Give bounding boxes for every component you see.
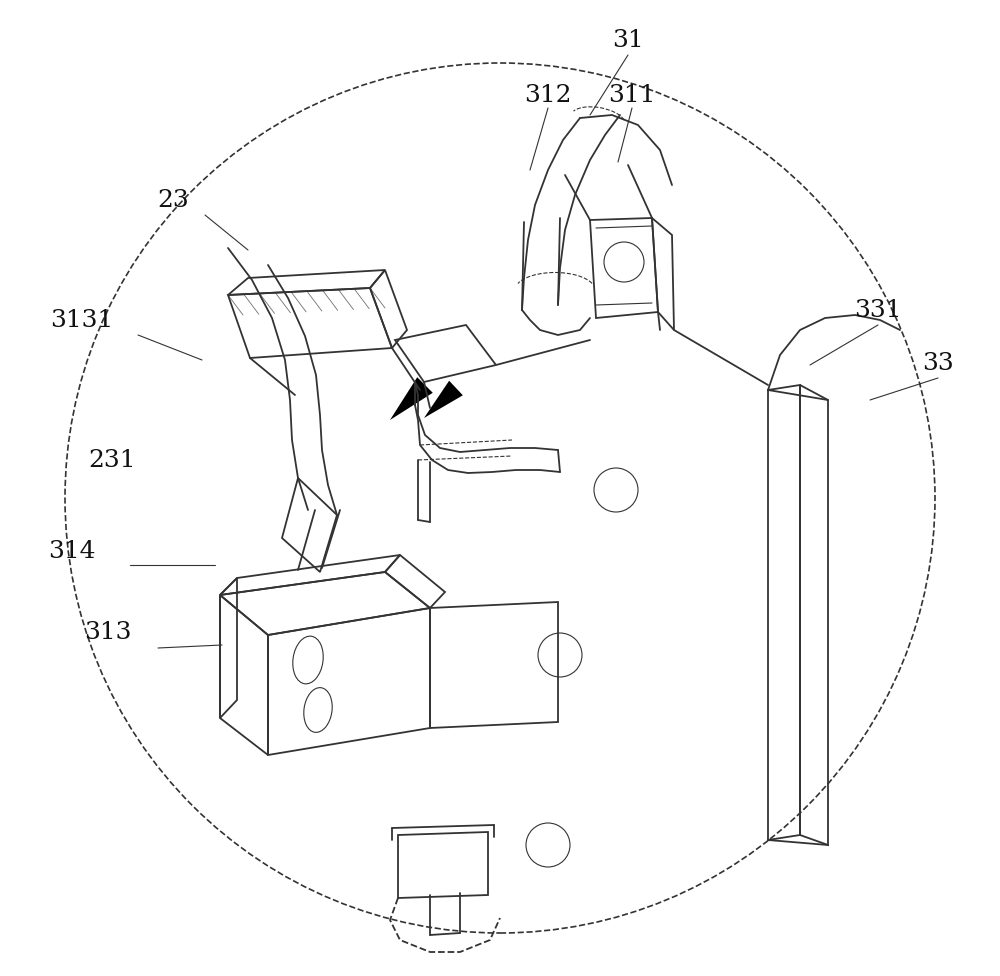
Polygon shape xyxy=(390,377,433,420)
Text: 231: 231 xyxy=(88,449,136,472)
Text: 3131: 3131 xyxy=(50,308,114,332)
Text: 313: 313 xyxy=(84,621,132,644)
Text: 23: 23 xyxy=(157,188,189,212)
Text: 331: 331 xyxy=(854,299,902,322)
Text: 312: 312 xyxy=(524,84,572,107)
Text: 33: 33 xyxy=(922,351,954,375)
Text: 311: 311 xyxy=(608,84,656,107)
Polygon shape xyxy=(424,381,463,418)
Text: 31: 31 xyxy=(612,29,644,53)
Text: 314: 314 xyxy=(48,540,96,563)
